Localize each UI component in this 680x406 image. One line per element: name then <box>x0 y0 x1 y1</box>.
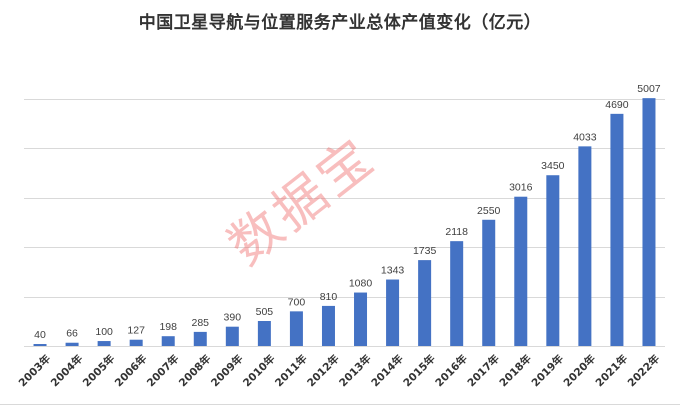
bar <box>257 321 271 346</box>
x-tick-label: 2009年 <box>208 352 246 390</box>
bottom-border <box>0 404 680 405</box>
x-tick-label: 2014年 <box>369 352 407 390</box>
bar <box>450 241 464 346</box>
x-tick-label: 2010年 <box>240 352 278 390</box>
data-label: 1343 <box>381 265 405 277</box>
x-tick-label: 2018年 <box>497 352 535 390</box>
x-tick-label: 2005年 <box>80 352 118 390</box>
bar <box>610 113 624 346</box>
x-tick-label: 2013年 <box>336 352 374 390</box>
x-tick-label: 2022年 <box>625 352 663 390</box>
data-label: 390 <box>224 312 242 324</box>
bar <box>354 292 368 346</box>
bar <box>129 339 143 346</box>
data-label: 2550 <box>477 205 501 217</box>
x-tick-label: 2003年 <box>16 352 54 390</box>
x-tick-label: 2017年 <box>465 352 503 390</box>
x-tick-label: 2015年 <box>401 352 439 390</box>
data-label: 4033 <box>573 131 597 143</box>
bar <box>546 175 560 346</box>
data-label: 810 <box>320 291 338 303</box>
data-label: 127 <box>127 325 145 337</box>
data-label: 4690 <box>605 99 629 111</box>
data-label: 1735 <box>413 245 437 257</box>
data-label: 3450 <box>541 160 565 172</box>
x-tick-label: 2012年 <box>304 352 342 390</box>
x-tick-label: 2016年 <box>433 352 471 390</box>
data-label: 285 <box>192 317 210 329</box>
data-label: 1080 <box>349 278 373 290</box>
bar <box>321 305 335 346</box>
x-tick-label: 2021年 <box>593 352 631 390</box>
bar <box>386 279 400 346</box>
bar <box>514 196 528 346</box>
data-label: 3016 <box>509 182 533 194</box>
x-tick-label: 2006年 <box>112 352 150 390</box>
data-label: 700 <box>288 296 306 308</box>
x-tick-label: 2020年 <box>561 352 599 390</box>
bar <box>65 342 79 346</box>
x-tick-label: 2004年 <box>48 352 86 390</box>
data-label: 40 <box>34 329 46 341</box>
bar <box>225 326 239 346</box>
data-label: 66 <box>66 328 78 340</box>
data-label: 5007 <box>637 83 661 95</box>
x-tick-label: 2007年 <box>144 352 182 390</box>
bar <box>289 311 303 346</box>
bar <box>578 146 592 346</box>
x-tick-label: 2011年 <box>272 352 310 390</box>
bar <box>482 219 496 346</box>
data-label: 505 <box>256 306 274 318</box>
x-tick-label: 2019年 <box>529 352 567 390</box>
bar <box>97 341 111 346</box>
bar <box>642 98 656 346</box>
bar <box>161 336 175 346</box>
bar <box>193 331 207 346</box>
data-label: 2118 <box>445 226 468 238</box>
data-label: 198 <box>159 321 177 333</box>
bar <box>33 344 47 346</box>
chart-title: 中国卫星导航与位置服务产业总体产值变化（亿元） <box>138 13 542 33</box>
data-label: 100 <box>95 326 113 338</box>
bar <box>418 260 432 346</box>
x-tick-label: 2008年 <box>176 352 214 390</box>
